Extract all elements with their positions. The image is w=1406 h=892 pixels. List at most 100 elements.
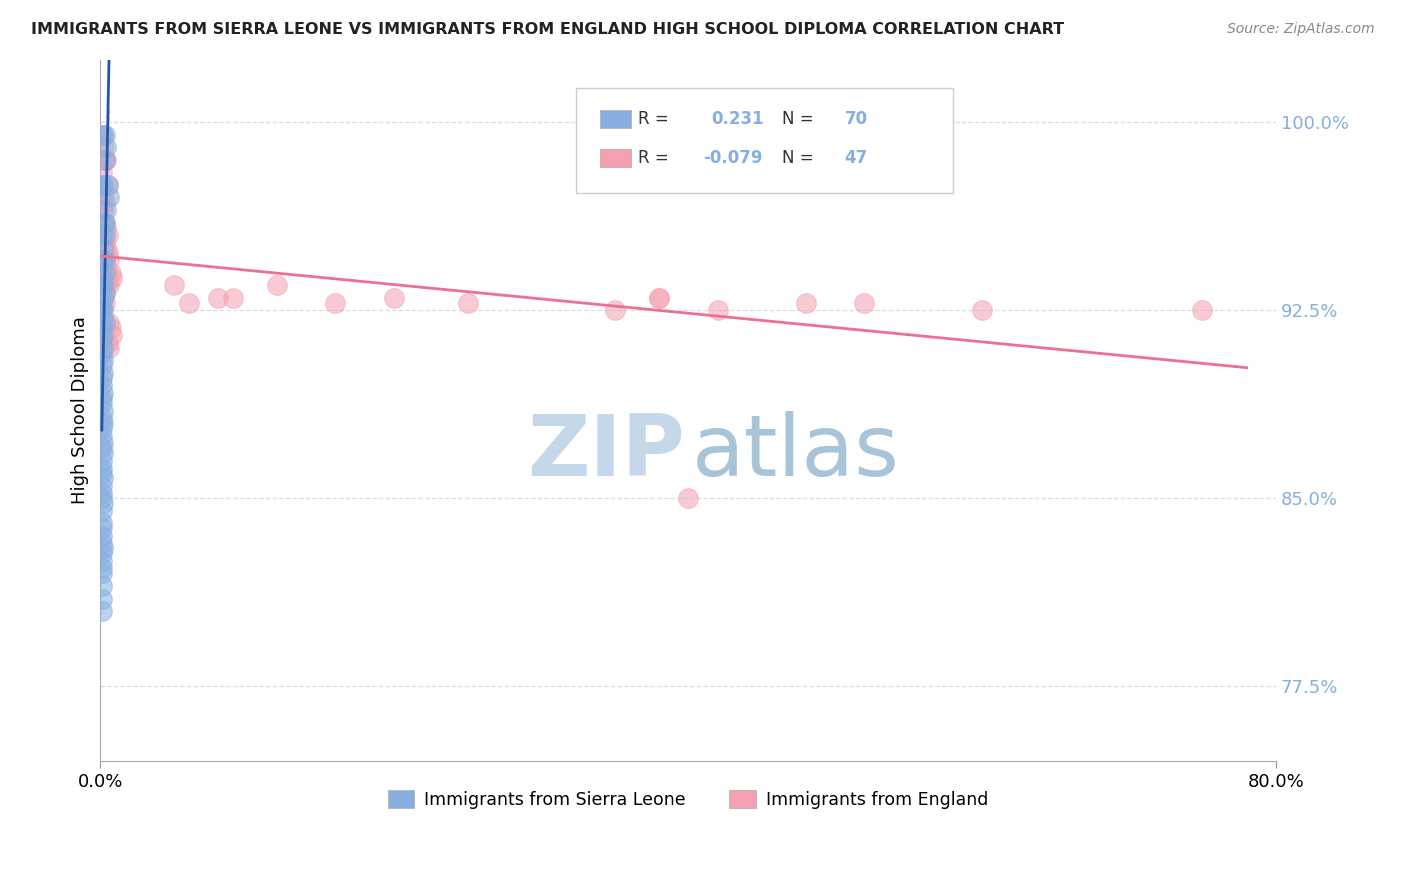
Point xyxy=(90,479,112,493)
Point xyxy=(91,253,114,268)
Point xyxy=(90,529,112,543)
Point xyxy=(94,128,117,142)
Point xyxy=(96,241,118,255)
Point xyxy=(97,178,120,192)
Point xyxy=(90,391,112,405)
Point xyxy=(91,278,114,293)
Point xyxy=(90,466,112,480)
Point xyxy=(90,453,112,467)
Text: N =: N = xyxy=(782,111,820,128)
Point xyxy=(91,403,114,417)
Point xyxy=(96,278,118,293)
Point xyxy=(98,341,121,355)
Point xyxy=(91,190,114,204)
Point xyxy=(90,346,112,360)
Point xyxy=(90,591,112,606)
Point xyxy=(91,202,114,217)
Point xyxy=(90,441,112,455)
Point xyxy=(97,245,120,260)
Point xyxy=(90,371,112,385)
Point xyxy=(177,295,200,310)
Point xyxy=(98,278,121,293)
Point xyxy=(98,253,121,268)
Text: atlas: atlas xyxy=(692,411,900,494)
Point xyxy=(91,471,114,485)
Text: R =: R = xyxy=(637,149,673,167)
Point xyxy=(90,554,112,568)
Point xyxy=(90,378,112,392)
Point xyxy=(382,291,405,305)
Point xyxy=(853,295,876,310)
Point xyxy=(221,291,243,305)
Point xyxy=(94,285,117,300)
Point xyxy=(94,153,117,167)
Point xyxy=(96,153,118,167)
Point xyxy=(91,303,114,318)
Point xyxy=(94,316,117,330)
Text: IMMIGRANTS FROM SIERRA LEONE VS IMMIGRANTS FROM ENGLAND HIGH SCHOOL DIPLOMA CORR: IMMIGRANTS FROM SIERRA LEONE VS IMMIGRAN… xyxy=(31,22,1064,37)
Point xyxy=(90,165,112,179)
Point xyxy=(90,561,112,575)
Point xyxy=(91,291,114,305)
Point xyxy=(96,202,118,217)
Text: -0.079: -0.079 xyxy=(703,149,763,167)
Point xyxy=(91,386,114,401)
Point xyxy=(90,566,112,581)
Point xyxy=(794,295,817,310)
Point xyxy=(94,266,117,280)
Point xyxy=(91,128,114,142)
Point xyxy=(91,341,114,355)
Point xyxy=(101,328,124,343)
Point xyxy=(98,190,121,204)
Point xyxy=(94,215,117,229)
Point xyxy=(90,278,112,293)
Point xyxy=(94,235,117,250)
Text: Source: ZipAtlas.com: Source: ZipAtlas.com xyxy=(1227,22,1375,37)
Point xyxy=(100,320,122,334)
Point xyxy=(94,228,117,243)
Point xyxy=(91,270,114,285)
Point xyxy=(163,278,186,293)
Point xyxy=(91,446,114,460)
Point xyxy=(100,266,122,280)
Point xyxy=(91,310,114,325)
Point xyxy=(325,295,347,310)
Point xyxy=(266,278,288,293)
Point xyxy=(96,260,118,275)
Text: ZIP: ZIP xyxy=(527,411,685,494)
Point xyxy=(970,303,993,318)
Point xyxy=(90,504,112,518)
Point xyxy=(90,334,112,348)
Point xyxy=(90,428,112,442)
Point xyxy=(96,140,118,154)
Point xyxy=(90,228,112,243)
Point xyxy=(94,253,117,268)
Point xyxy=(90,579,112,593)
Point xyxy=(91,215,114,229)
Point xyxy=(94,215,117,229)
Point xyxy=(97,178,120,192)
FancyBboxPatch shape xyxy=(576,87,953,193)
Point xyxy=(706,303,728,318)
Point xyxy=(90,536,112,550)
Point xyxy=(91,291,114,305)
Point xyxy=(90,253,112,268)
Point xyxy=(90,411,112,425)
Point xyxy=(207,291,229,305)
Point xyxy=(90,604,112,618)
Point xyxy=(90,516,112,531)
Point xyxy=(97,335,120,350)
Point xyxy=(91,241,114,255)
Point xyxy=(648,291,671,305)
Point xyxy=(1191,303,1213,318)
Text: N =: N = xyxy=(782,149,820,167)
Point xyxy=(97,270,120,285)
Point xyxy=(94,285,117,300)
Point xyxy=(98,316,121,330)
Point xyxy=(603,303,626,318)
Point xyxy=(91,541,114,556)
Point xyxy=(90,295,112,310)
Text: 0.231: 0.231 xyxy=(711,111,765,128)
Point xyxy=(648,291,671,305)
Legend: Immigrants from Sierra Leone, Immigrants from England: Immigrants from Sierra Leone, Immigrants… xyxy=(381,783,995,816)
